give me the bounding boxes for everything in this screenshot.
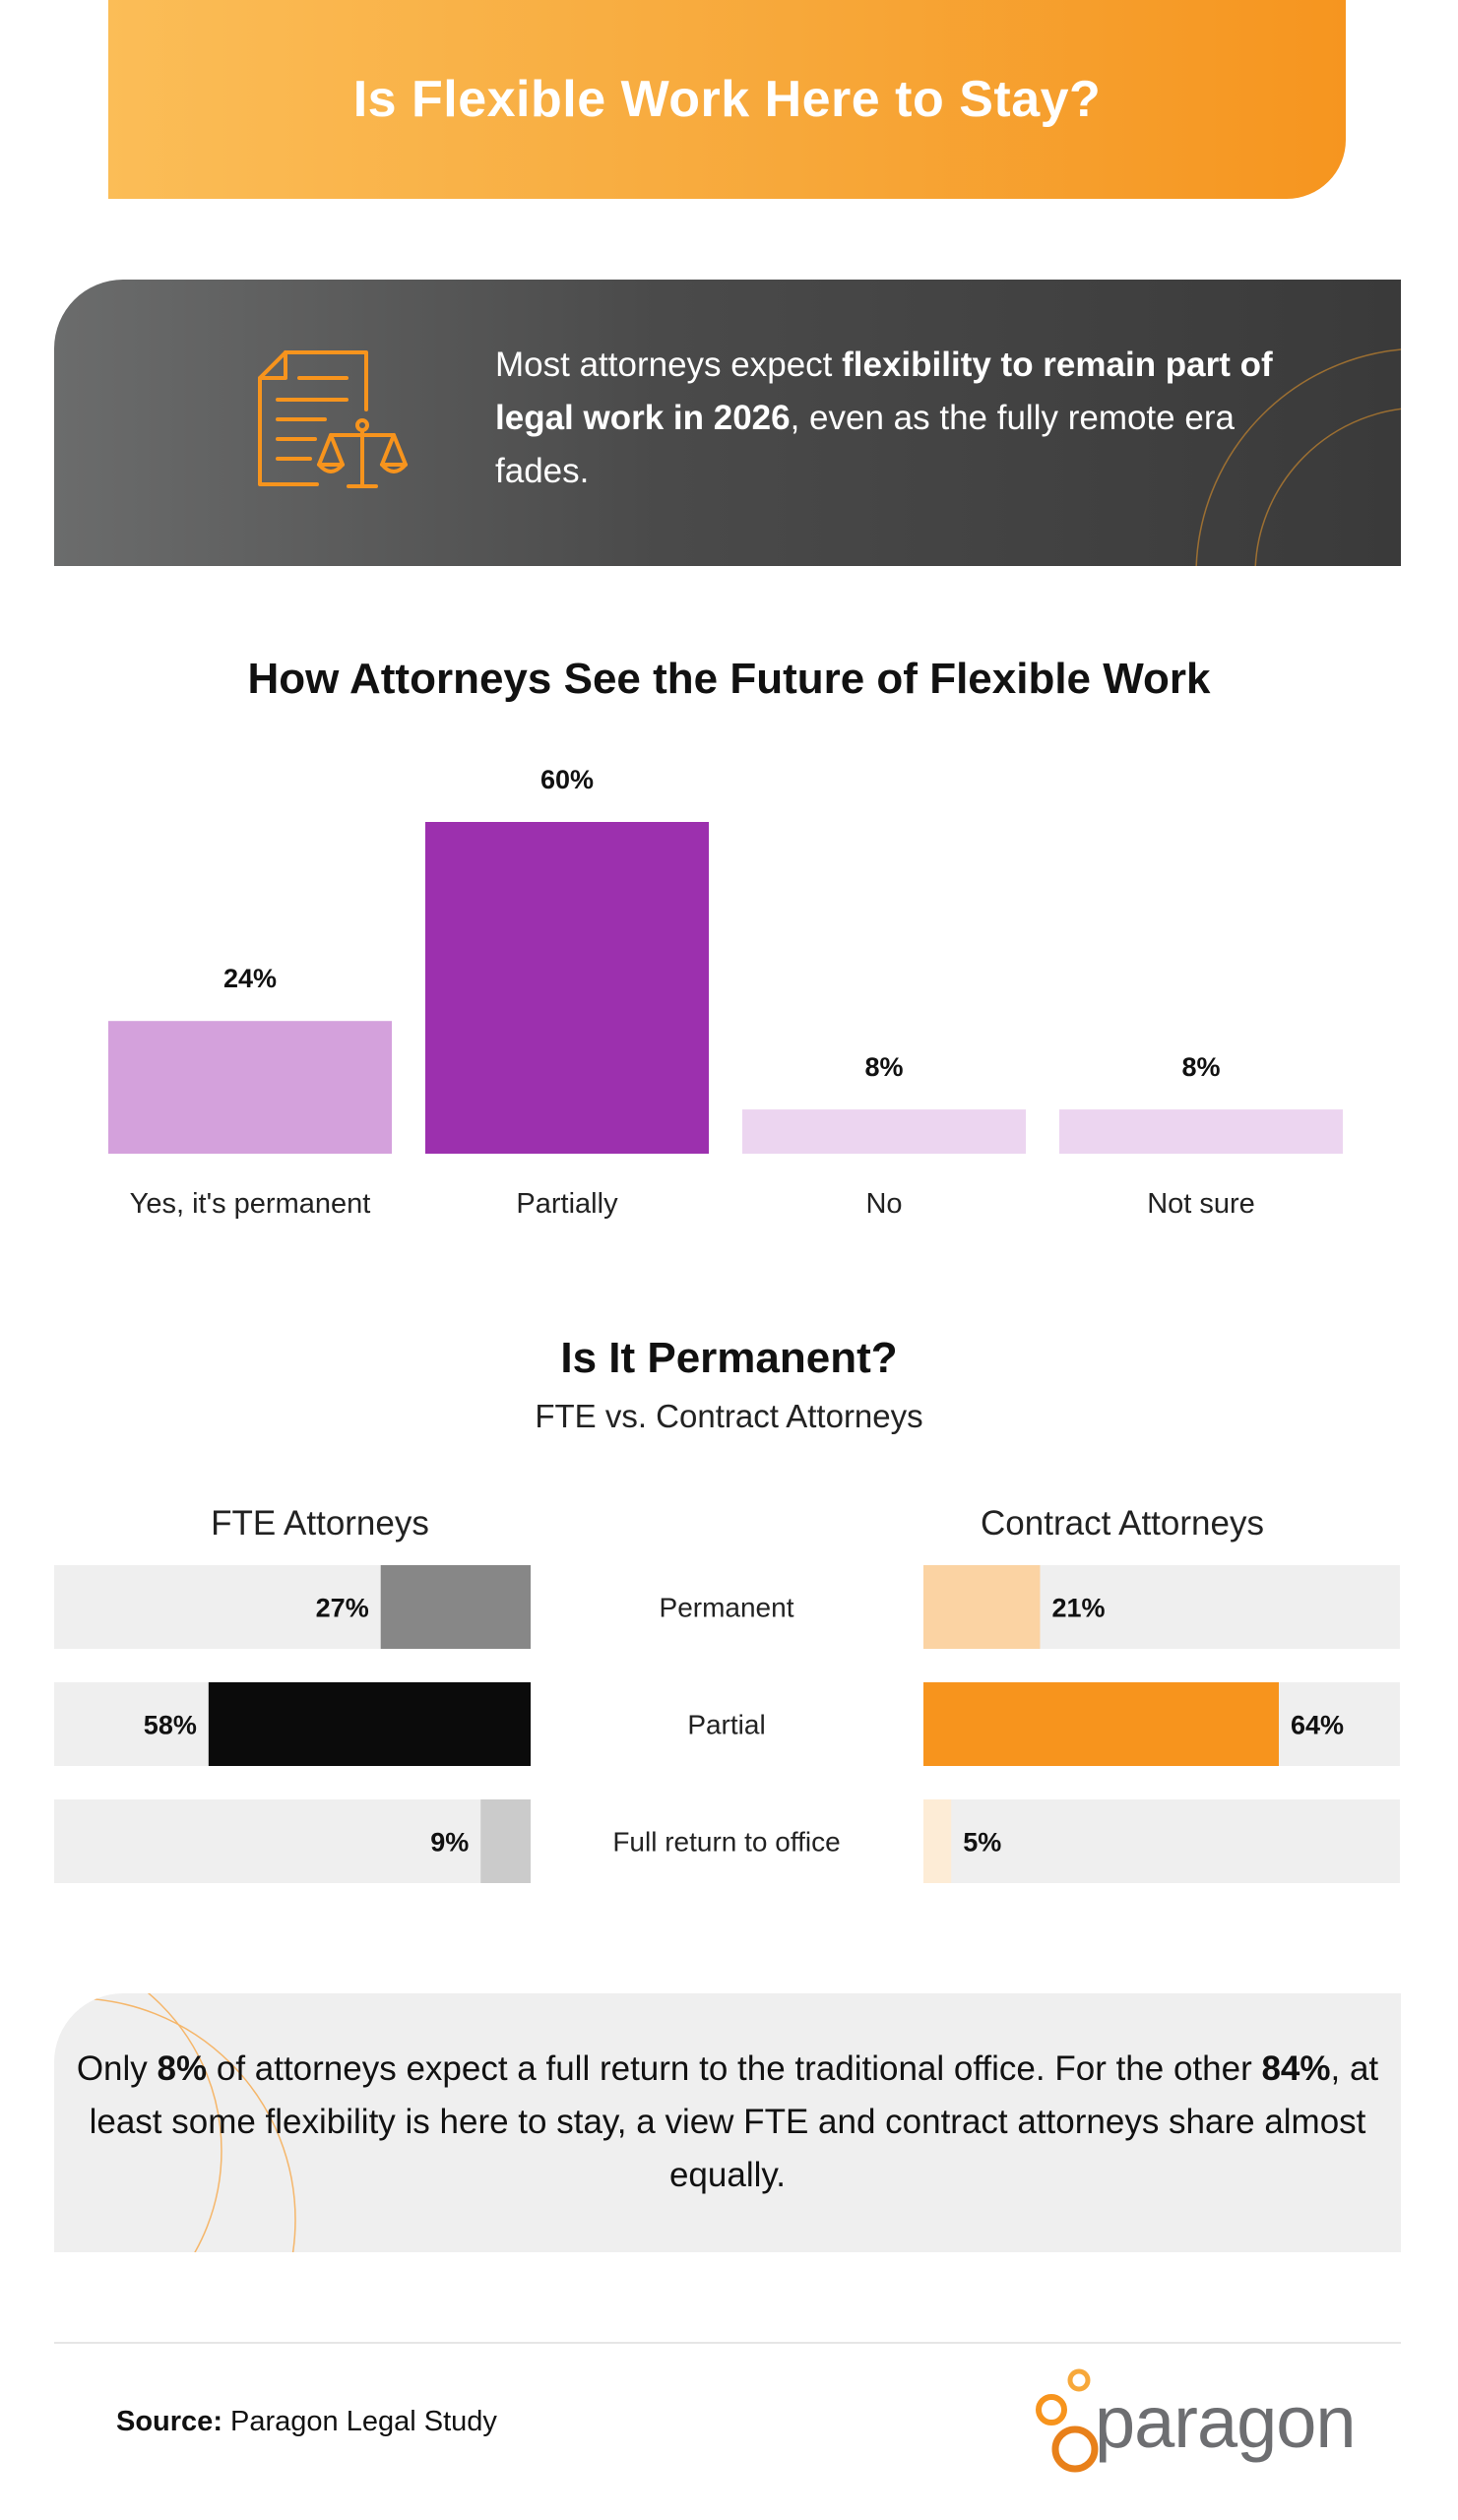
intro-highlight: flexibility to remain part of legal work… <box>495 346 1273 437</box>
bar-0 <box>108 1021 392 1154</box>
decorative-arcs <box>54 1993 296 2252</box>
fte-attorneys-heading: FTE Attorneys <box>211 1504 429 1543</box>
fte-value-label: 9% <box>430 1828 469 1858</box>
contract-track <box>923 1799 1400 1883</box>
fte-track <box>54 1799 531 1883</box>
source-note: Source: Paragon Legal Study <box>116 2406 497 2437</box>
fte-vs-contract-bar-chart: 27% 21% Permanent 58% 64% Partial 9% 5% Full ret… <box>54 1565 1400 1883</box>
bar-category-label: No <box>865 1188 902 1220</box>
summary-highlight-2: 84% <box>1261 2049 1331 2088</box>
page-title: Is Flexible Work Here to Stay? <box>352 71 1102 128</box>
contract-bar-1 <box>923 1682 1279 1766</box>
contract-bar-0 <box>923 1565 1041 1649</box>
summary-text: Only 8% of attorneys expect a full retur… <box>76 2049 1379 2194</box>
fte-value-label: 58% <box>144 1711 197 1740</box>
contract-value-label: 21% <box>1051 1594 1105 1623</box>
summary-highlight-1: 8% <box>157 2049 208 2088</box>
fte-bar-2 <box>480 1799 531 1883</box>
fte-bar-1 <box>208 1682 531 1766</box>
contract-value-label: 5% <box>963 1828 1001 1858</box>
legal-document-scales-icon <box>258 350 408 488</box>
contract-value-label: 64% <box>1291 1711 1344 1740</box>
chart2-subtitle: FTE vs. Contract Attorneys <box>535 1398 923 1434</box>
paragon-logo-mark <box>1036 2368 1099 2473</box>
bar-1 <box>425 822 709 1154</box>
future-of-flexible-work-bar-chart: 24% Yes, it's permanent 60% Partially 8% No 8%… <box>108 765 1343 1220</box>
intro-text: Most attorneys expect flexibility to rem… <box>495 346 1273 490</box>
bar-value-label: 8% <box>1181 1052 1220 1082</box>
intro-panel: Most attorneys expect flexibility to rem… <box>54 280 1401 566</box>
paragon-logo-text: paragon <box>1095 2381 1357 2463</box>
bar-category-label: Partially <box>516 1188 618 1220</box>
bar-value-label: 24% <box>223 964 277 993</box>
summary-panel: Only 8% of attorneys expect a full retur… <box>54 1993 1401 2252</box>
chart1-title: How Attorneys See the Future of Flexible… <box>247 655 1211 703</box>
bar-category-label: Not sure <box>1147 1188 1255 1220</box>
bar-value-label: 60% <box>540 765 594 794</box>
row-category-label: Partial <box>687 1710 765 1740</box>
row-category-label: Full return to office <box>612 1827 840 1858</box>
bar-value-label: 8% <box>864 1052 903 1082</box>
bar-category-label: Yes, it's permanent <box>130 1188 371 1220</box>
row-category-label: Permanent <box>660 1593 794 1623</box>
bar-3 <box>1059 1109 1343 1154</box>
bar-2 <box>742 1109 1026 1154</box>
footer-divider <box>54 2342 1401 2344</box>
contract-attorneys-heading: Contract Attorneys <box>981 1504 1264 1543</box>
fte-bar-0 <box>380 1565 531 1649</box>
fte-value-label: 27% <box>316 1594 369 1623</box>
chart2-title: Is It Permanent? <box>560 1334 898 1382</box>
title-banner: Is Flexible Work Here to Stay? <box>108 0 1346 199</box>
contract-bar-2 <box>923 1799 952 1883</box>
